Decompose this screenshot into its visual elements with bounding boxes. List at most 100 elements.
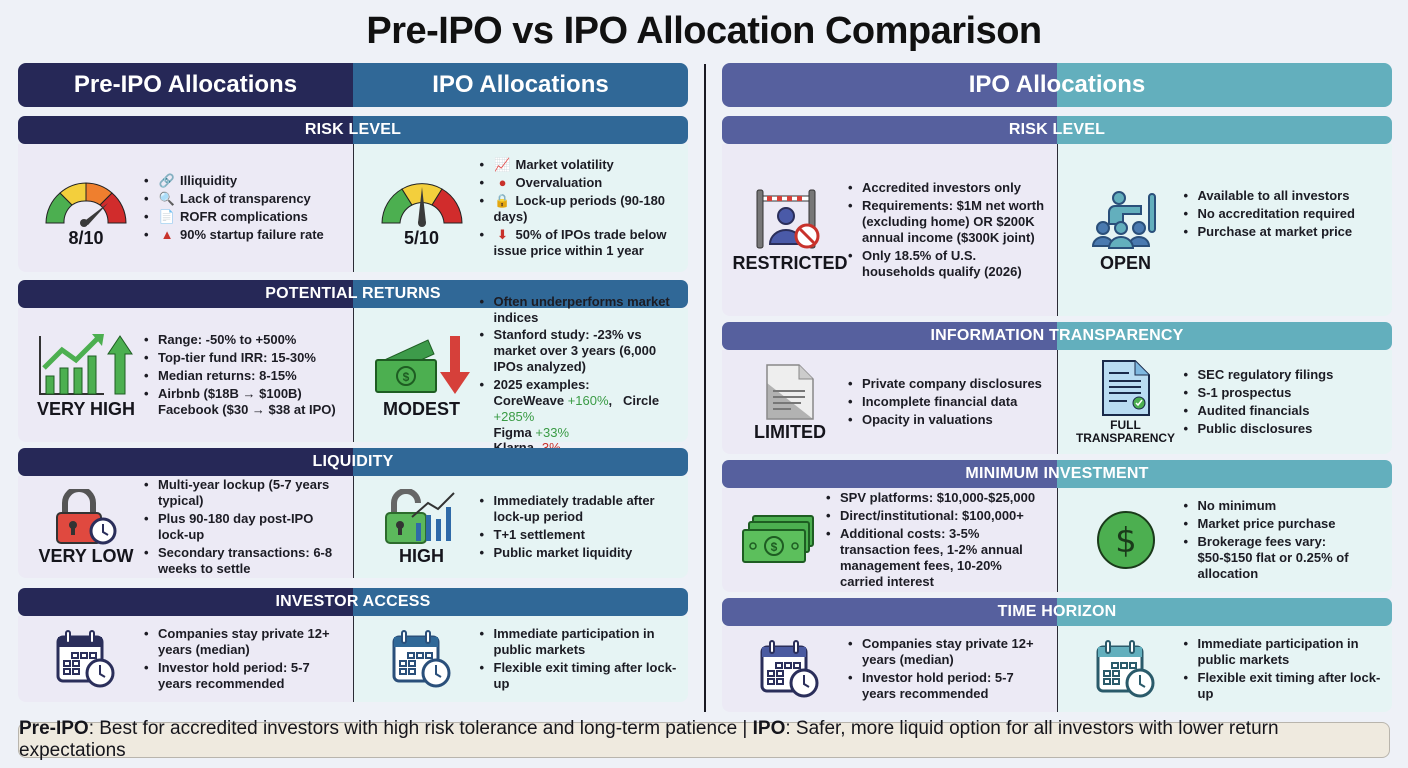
ipo-horizon-cell: Immediate participation in public market… [1057, 626, 1392, 712]
list-item: 🔒Lock-up periods (90-180 days) [480, 193, 681, 225]
section-risk-level: RISK LEVEL 8/10 🔗Illiquidity [18, 116, 688, 272]
growth-chart-icon [39, 333, 133, 395]
liquidity-rating: VERY LOW [38, 545, 134, 566]
liquidity-rating: HIGH [399, 545, 444, 566]
ipo-liquidity-cell: HIGH Immediately tradable after lock-up … [353, 476, 688, 578]
list-item: Incomplete financial data [848, 394, 1042, 410]
list-item: Market price purchase [1184, 516, 1385, 532]
list-item: Opacity in valuations [848, 412, 1042, 428]
list-item: ⬇50% of IPOs trade below issue price wit… [480, 227, 681, 259]
list-item: Range: -50% to +500% [144, 332, 345, 348]
list-item: SEC regulatory filings [1184, 367, 1334, 383]
list-item: Immediately tradable after lock-up perio… [480, 493, 681, 525]
list-item: Private company disclosures [848, 376, 1042, 392]
list-item: Airbnb ($18B → $100B) Facebook ($30 → $3… [144, 386, 345, 418]
verified-document-icon [1101, 360, 1150, 417]
list-item: Accredited investors only [848, 180, 1049, 196]
list-item: Plus 90-180 day post-IPO lock-up [144, 511, 345, 543]
ipo-access-cell: OPEN Available to all investors No accre… [1057, 144, 1392, 316]
list-item: Median returns: 8-15% [144, 368, 345, 384]
svg-text:$: $ [402, 370, 409, 384]
ipo-returns-cell: $ MODEST Often underperforms market indi… [353, 294, 688, 455]
access-rating: RESTRICTED [732, 252, 848, 273]
line-chart-icon: 📈 [494, 157, 511, 173]
list-item: 🔗Illiquidity [144, 173, 324, 189]
pre-ipo-access-cell: RESTRICTED Accredited investors only Req… [722, 144, 1058, 316]
locked-padlock-clock-icon [56, 488, 117, 545]
pre-ipo-transparency-cell: LIMITED Private company disclosures Inco… [722, 350, 1058, 454]
broken-link-icon: 🔗 [158, 173, 176, 189]
ipo-column-title: IPO Allocations [968, 71, 1146, 98]
list-item: ●Overvaluation [480, 175, 681, 191]
magnifier-question-icon: 🔍 [158, 191, 176, 207]
pre-ipo-access-cell: Companies stay private 12+ years (median… [18, 616, 354, 702]
faded-document-icon [766, 363, 814, 420]
section-header: RISK LEVEL [722, 116, 1392, 144]
risk-factor-list: 📈Market volatility ●Overvaluation 🔒Lock-… [476, 155, 681, 260]
document-x-icon: 📄 [158, 209, 176, 224]
pre-ipo-risk-cell: 8/10 🔗Illiquidity 🔍Lack of transparency … [18, 144, 354, 272]
section-minimum-investment: MINIMUM INVESTMENT $ SPV platforms [722, 460, 1392, 592]
ipo-transparency-cell: FULL TRANSPARENCY SEC regulatory filings… [1057, 350, 1392, 454]
pre-ipo-column-title: Pre-IPO Allocations [18, 63, 353, 107]
svg-text:$: $ [1115, 521, 1137, 561]
left-comparison-panel: Pre-IPO Allocations IPO Allocations RISK… [18, 63, 688, 702]
risk-score: 5/10 [403, 227, 440, 248]
section-header: INFORMATION TRANSPARENCY [722, 322, 1392, 350]
list-item: Public disclosures [1184, 421, 1334, 437]
risk-factor-list: 🔗Illiquidity 🔍Lack of transparency 📄ROFR… [140, 171, 324, 244]
transparency-rating: LIMITED [754, 421, 826, 442]
section-time-horizon: TIME HORIZON [722, 598, 1392, 712]
list-item: 2025 examples: CoreWeave +160%, Circle +… [480, 377, 681, 456]
column-header: Pre-IPO Allocations IPO Allocations [18, 63, 688, 107]
footer-pre-ipo-label: Pre-IPO [19, 718, 89, 739]
section-investor-access: INVESTOR ACCESS [18, 588, 688, 702]
list-item: ▲90% startup failure rate [144, 227, 324, 243]
list-item: Companies stay private 12+ years (median… [848, 636, 1049, 668]
section-header: RISK LEVEL [18, 116, 688, 144]
footer-ipo-text: : Safer, more liquid option for all inve… [19, 718, 1279, 761]
gauge-high-icon [45, 182, 127, 227]
section-liquidity: LIQUIDITY VERY LOW Multi-year lockup (5-… [18, 448, 688, 578]
ipo-column-title: IPO Allocations [353, 63, 688, 107]
list-item: Purchase at market price [1184, 224, 1355, 240]
list-item: Requirements: $1M net worth (excluding h… [848, 198, 1049, 246]
returns-rating: MODEST [382, 398, 460, 419]
panel-divider [704, 64, 706, 712]
list-item: T+1 settlement [480, 527, 681, 543]
dollar-coin-icon: $ [1096, 511, 1155, 569]
footer-pre-ipo-text: : Best for accredited investors with hig… [88, 718, 753, 739]
list-item: Investor hold period: 5-7 years recommen… [848, 670, 1049, 702]
list-item: Immediate participation in public market… [480, 626, 681, 658]
list-item: Multi-year lockup (5-7 years typical) [144, 477, 345, 509]
calendar-clock-icon [56, 630, 115, 688]
list-item: Flexible exit timing after lock-up [480, 660, 681, 692]
list-item: Only 18.5% of U.S. households qualify (2… [848, 248, 1049, 280]
transparency-rating: FULL TRANSPARENCY [1075, 418, 1176, 445]
section-risk-level: RISK LEVEL RESTRICTED [722, 116, 1392, 316]
ipo-minimum-cell: $ No minimum Market price purchase Broke… [1057, 488, 1392, 592]
list-item: 🔍Lack of transparency [144, 191, 324, 207]
pre-ipo-horizon-cell: Companies stay private 12+ years (median… [722, 626, 1058, 712]
cash-stack-icon: $ [742, 515, 814, 563]
list-item: Available to all investors [1184, 188, 1355, 204]
list-item: Additional costs: 3-5% transaction fees,… [826, 526, 1049, 589]
restricted-person-icon [756, 189, 820, 249]
list-item: Stanford study: -23% vs market over 3 ye… [480, 327, 681, 375]
padlock-icon: 🔒 [494, 193, 511, 209]
list-item: Audited financials [1184, 403, 1334, 419]
section-header: LIQUIDITY [18, 448, 688, 476]
page-title: Pre-IPO vs IPO Allocation Comparison [366, 10, 1042, 52]
unlocked-padlock-chart-icon [384, 488, 455, 544]
calendar-clock-icon [392, 630, 450, 688]
ipo-access-cell: Immediate participation in public market… [353, 616, 688, 702]
section-potential-returns: POTENTIAL RETURNS VERY HIGH [18, 280, 688, 455]
pre-ipo-returns-cell: VERY HIGH Range: -50% to +500% Top-tier … [18, 308, 354, 442]
list-item: Often underperforms market indices [480, 294, 681, 326]
list-item: S-1 prospectus [1184, 385, 1334, 401]
section-information-transparency: INFORMATION TRANSPARENCY LIMITED Private… [722, 322, 1392, 454]
summary-footer: Pre-IPO: Best for accredited investors w… [18, 718, 1390, 761]
right-comparison-panel: IPO Allocations RISK LEVEL [722, 63, 1392, 712]
access-rating: OPEN [1099, 252, 1151, 273]
list-item: Secondary transactions: 6-8 weeks to set… [144, 545, 345, 577]
